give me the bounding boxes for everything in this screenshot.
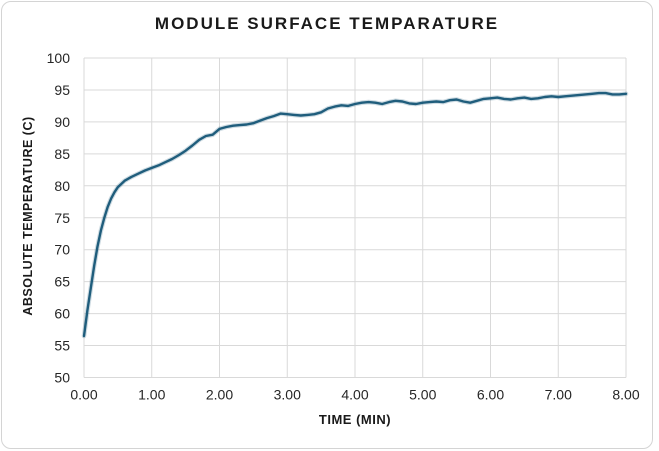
x-tick-label: 7.00 bbox=[545, 387, 572, 403]
x-tick-label: 4.00 bbox=[341, 387, 368, 403]
y-tick-label: 55 bbox=[54, 338, 70, 354]
x-tick-label: 2.00 bbox=[206, 387, 233, 403]
x-tick-label: 8.00 bbox=[612, 387, 639, 403]
y-axis-tick-labels: 50 55 60 65 70 75 80 85 90 95 100 bbox=[47, 50, 71, 386]
chart-title: MODULE SURFACE TEMPARATURE bbox=[154, 14, 500, 33]
y-tick-label: 60 bbox=[54, 306, 70, 322]
y-tick-label: 75 bbox=[54, 210, 70, 226]
y-tick-label: 90 bbox=[54, 114, 70, 130]
y-tick-label: 95 bbox=[54, 82, 70, 98]
y-tick-label: 80 bbox=[54, 178, 70, 194]
temperature-line bbox=[82, 91, 628, 338]
x-tick-label: 3.00 bbox=[274, 387, 301, 403]
x-tick-label: 0.00 bbox=[70, 387, 97, 403]
y-tick-label: 100 bbox=[47, 50, 71, 66]
y-tick-label: 85 bbox=[54, 146, 70, 162]
x-axis-title: TIME (MIN) bbox=[318, 412, 392, 427]
y-axis-title: ABSOLUTE TEMPERATURE (C) bbox=[21, 116, 35, 316]
x-tick-label: 6.00 bbox=[477, 387, 504, 403]
x-axis-tick-labels: 0.00 1.00 2.00 3.00 4.00 5.00 6.00 7.00 8.00 bbox=[70, 387, 639, 403]
y-tick-label: 50 bbox=[54, 370, 70, 386]
grid-lines bbox=[83, 57, 627, 378]
y-tick-label: 65 bbox=[54, 274, 70, 290]
y-tick-label: 70 bbox=[54, 242, 70, 258]
temperature-series bbox=[81, 90, 629, 339]
x-tick-label: 1.00 bbox=[138, 387, 165, 403]
x-tick-label: 5.00 bbox=[409, 387, 436, 403]
